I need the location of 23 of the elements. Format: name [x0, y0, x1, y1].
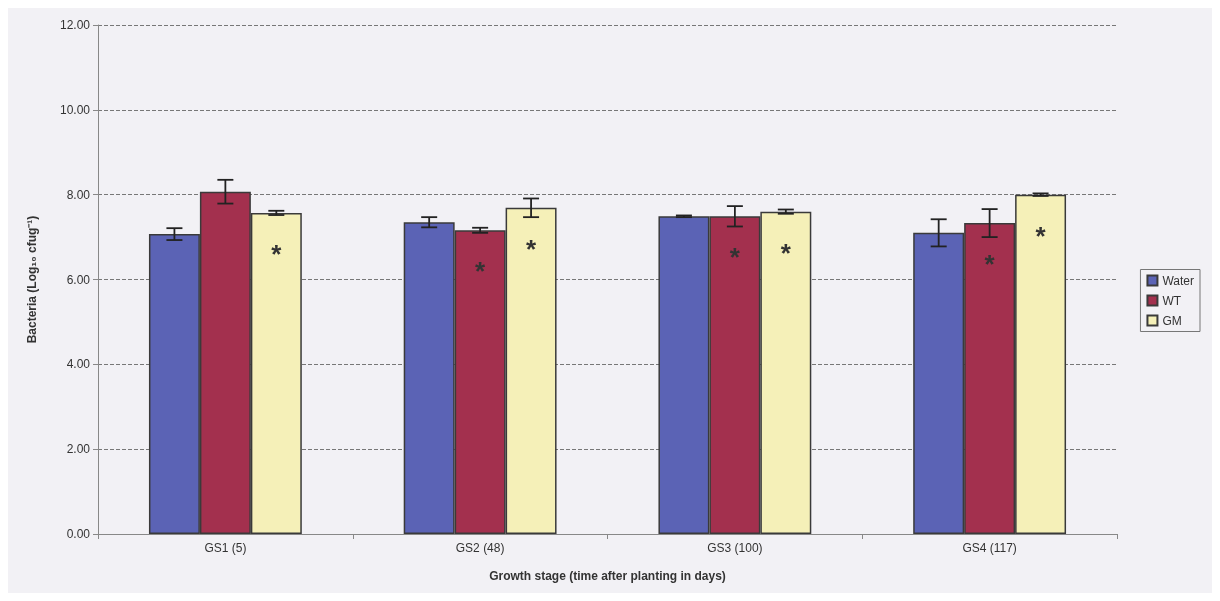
data-label: * — [475, 256, 487, 287]
x-axis-title: Growth stage (time after planting in days) — [489, 569, 726, 583]
y-tick-label: 10.00 — [59, 102, 91, 117]
data-label: * — [271, 238, 283, 269]
y-tick-label: 2.00 — [66, 442, 91, 457]
x-tick-label: GS4 (117) — [962, 541, 1017, 555]
y-tick-label: 4.00 — [66, 357, 91, 372]
legend-label: Water — [1162, 273, 1194, 288]
legend-label: GM — [1162, 313, 1182, 328]
data-label: * — [780, 237, 792, 268]
x-tick-label: GS2 (48) — [455, 541, 505, 555]
x-tick-label: GS1 (5) — [204, 541, 247, 555]
legend-label: WT — [1162, 293, 1182, 308]
data-label: * — [729, 242, 741, 273]
data-label: * — [526, 233, 538, 264]
y-tick-label: 0.00 — [66, 527, 91, 541]
y-tick-label: 12.00 — [59, 18, 91, 32]
y-tick-label: 8.00 — [66, 187, 91, 202]
x-tick-label: GS3 (100) — [707, 541, 763, 555]
y-axis-title: Bacteria (Log₁₀ cfug⁻¹) — [25, 215, 39, 344]
data-label: * — [984, 249, 996, 280]
data-label: * — [1035, 220, 1047, 251]
y-tick-label: 6.00 — [66, 272, 91, 287]
